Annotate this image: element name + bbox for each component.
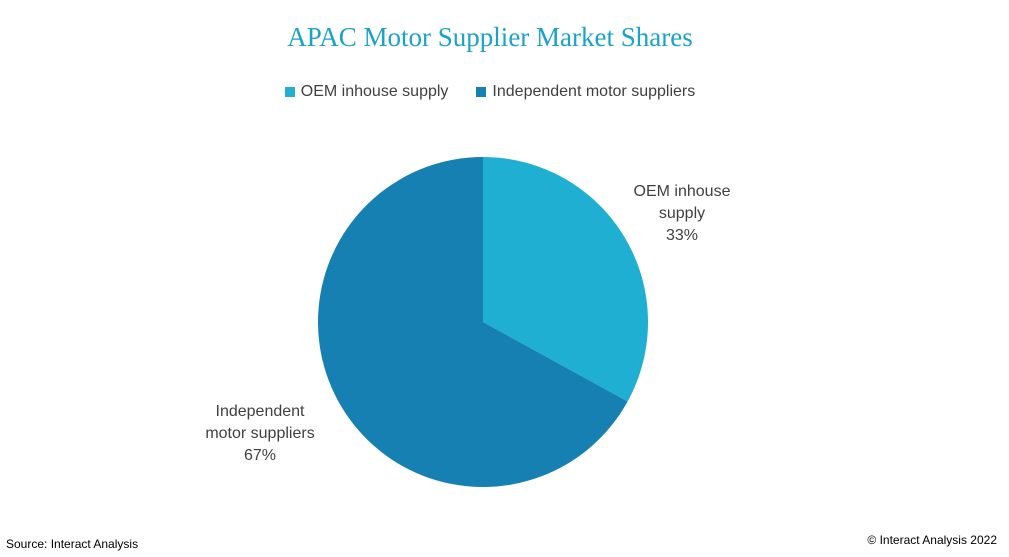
pie-slice-oem bbox=[483, 157, 648, 402]
legend-swatch-independent bbox=[476, 87, 487, 97]
pie-slice-independent bbox=[317, 157, 628, 487]
slice-label-independent-line2: motor suppliers bbox=[205, 425, 315, 442]
slice-label-independent: Independent motor suppliers 67% bbox=[180, 401, 340, 467]
legend-label-oem: OEM inhouse supply bbox=[300, 83, 449, 100]
slice-label-independent-value: 67% bbox=[243, 447, 277, 464]
legend-item-independent: Independent motor suppliers bbox=[476, 83, 695, 101]
chart-title: APAC Motor Supplier Market Shares bbox=[287, 22, 693, 52]
copyright-note: © Interact Analysis 2022 bbox=[867, 533, 997, 547]
source-note: Source: Interact Analysis bbox=[6, 537, 139, 551]
chart-legend: OEM inhouse supply Independent motor sup… bbox=[0, 83, 980, 101]
legend-item-oem: OEM inhouse supply bbox=[284, 83, 449, 101]
slice-label-oem-line1: OEM inhouse bbox=[633, 183, 731, 200]
slice-label-independent-line1: Independent bbox=[215, 403, 305, 420]
slice-label-oem-value: 33% bbox=[665, 227, 699, 244]
legend-label-independent: Independent motor suppliers bbox=[492, 83, 696, 100]
slice-label-oem-line2: supply bbox=[658, 205, 706, 222]
slice-label-oem: OEM inhouse supply 33% bbox=[612, 181, 752, 247]
legend-swatch-oem bbox=[284, 87, 295, 97]
